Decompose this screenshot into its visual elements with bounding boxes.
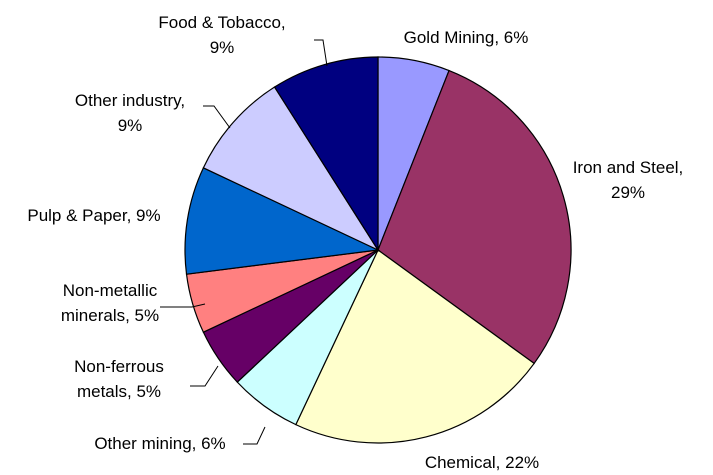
- slice-label-chemical: Chemical, 22%: [425, 453, 539, 472]
- slice-label-other-mining: Other mining, 6%: [94, 434, 225, 453]
- pie-slice-other-industry: [202, 86, 380, 252]
- leader-line: [203, 105, 231, 129]
- leader-line: [314, 39, 328, 67]
- leader-line: [160, 303, 206, 308]
- pie-slice-iron-and-steel: [377, 69, 572, 365]
- slice-label-food-tobacco: Food & Tobacco, 9%: [158, 13, 285, 57]
- pie-slice-food-tobacco: [273, 56, 379, 253]
- slice-label-pulp-paper: Pulp & Paper, 9%: [27, 206, 160, 225]
- pie-slice-pulp-paper: [184, 167, 381, 275]
- leader-line: [190, 365, 219, 387]
- leader-lines: [160, 39, 328, 445]
- slice-label-non-ferrous-metals: Non-ferrous metals, 5%: [74, 357, 164, 401]
- slice-label-other-industry: Other industry, 9%: [75, 91, 185, 135]
- slice-label-iron-and-steel: Iron and Steel, 29%: [573, 158, 684, 202]
- slice-label-gold-mining: Gold Mining, 6%: [404, 28, 529, 47]
- pie-slices: [184, 56, 572, 444]
- slice-labels: Gold Mining, 6% Iron and Steel, 29% Chemica…: [27, 13, 683, 472]
- leader-line: [243, 426, 266, 445]
- slice-label-non-metallic-minerals: Non-metallic minerals, 5%: [61, 281, 159, 325]
